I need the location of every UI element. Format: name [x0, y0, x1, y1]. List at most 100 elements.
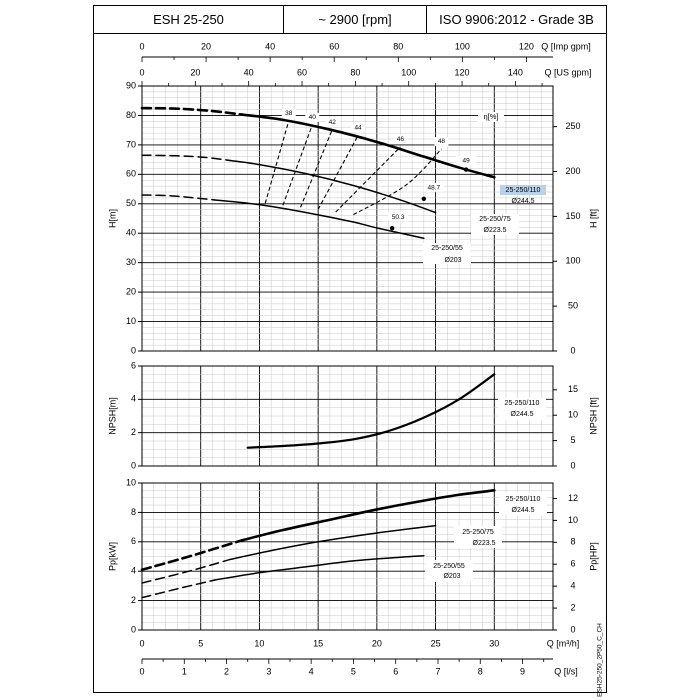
qls-tick-label: 7 [435, 666, 440, 676]
power-left-tick-label: 10 [126, 477, 136, 487]
efficiency-curve-46 [335, 146, 401, 213]
qm3h-tick-label: 30 [489, 638, 499, 648]
npsh-series-line-0 [246, 373, 496, 449]
efficiency-label-40: 40 [309, 114, 317, 121]
efficiency-label-38: 38 [285, 110, 293, 117]
efficiency-label-46: 46 [397, 136, 405, 143]
head-right-tick-label: 50 [568, 301, 578, 311]
npsh-curve-diameter: Ø244.5 [511, 411, 534, 418]
power-curve-diameter-1: Ø223.5 [473, 540, 496, 547]
power-series-line-1 [229, 524, 437, 561]
standard-label: ISO 9906:2012 - Grade 3B [427, 6, 606, 34]
imp-gpm-tick-label: 20 [201, 41, 211, 51]
npsh-left-tick-label: 4 [131, 394, 136, 404]
efficiency-label-bg [325, 117, 340, 127]
efficiency-label-48: 48 [438, 138, 446, 145]
power-left-tick-label: 2 [131, 595, 136, 605]
curve-label-bg [423, 243, 471, 264]
npsh-label-bg [498, 398, 546, 420]
best-efficiency-point [421, 196, 427, 201]
head-left-tick-label: 70 [126, 139, 136, 149]
power-right-tick-label: 12 [568, 493, 578, 503]
power-curve-name-0: 25-250/110 [506, 496, 541, 503]
efficiency-label-bg [351, 123, 366, 133]
speed-label: ~ 2900 [rpm] [284, 6, 427, 34]
head-right-tick-label: 200 [565, 166, 580, 176]
curve-label-bg [471, 214, 519, 235]
efficiency-unit-label: η[%] [483, 112, 498, 121]
efficiency-curve-40 [282, 124, 313, 206]
head-left-tick-label: 60 [126, 169, 136, 179]
imp-gpm-tick-label: 40 [265, 41, 275, 51]
chart-frame: ESH 25-250 ~ 2900 [rpm] ISO 9906:2012 - … [93, 5, 607, 693]
npsh-right-tick-label: 0 [570, 460, 575, 470]
efficiency-label-44: 44 [354, 125, 362, 132]
us-gpm-tick-label: 120 [455, 67, 470, 77]
power-series-line-2 [214, 555, 425, 581]
npsh-left-tick-label: 0 [131, 460, 136, 470]
qls-tick-label: 5 [351, 666, 356, 676]
power-left-tick-label: 4 [131, 566, 136, 576]
bep-label-48.7: 48.7 [428, 184, 441, 191]
head-curve-name-0: 25-250/110 [506, 187, 541, 194]
power-right-tick-label: 8 [570, 537, 575, 547]
efficiency-curve-42 [300, 129, 333, 208]
us-gpm-tick-label: 60 [297, 67, 307, 77]
head-curve-name-1: 25-250/75 [479, 216, 511, 223]
qls-axis-label: Q [l/s] [554, 666, 578, 676]
npsh-plot-border [141, 365, 554, 467]
efficiency-curve-44 [317, 135, 359, 210]
power-right-tick-label: 10 [568, 515, 578, 525]
power-left-axis-label: Pp[kW] [107, 542, 117, 571]
qm3h-tick-label: 20 [372, 638, 382, 648]
head-curve-diameter-0: Ø244.5 [512, 198, 535, 205]
head-right-tick-label: 250 [565, 121, 580, 131]
power-label-bg [499, 493, 547, 515]
npsh-left-tick-label: 6 [131, 360, 136, 370]
head-series-dashed-2 [141, 194, 216, 201]
power-left-tick-label: 6 [131, 536, 136, 546]
power-right-axis-label: Pp[HP] [588, 542, 598, 571]
head-series-line-0 [240, 113, 496, 179]
power-right-tick-label: 0 [570, 624, 575, 634]
us-gpm-tick-label: 100 [401, 67, 416, 77]
head-right-tick-label: 150 [565, 211, 580, 221]
power-series-line-0 [240, 489, 496, 542]
bep-label-50.3: 50.3 [392, 214, 405, 221]
power-series-dashed-2 [141, 579, 216, 599]
head-series-line-1 [229, 159, 437, 214]
head-curve-name-2: 25-250/55 [431, 245, 463, 252]
head-left-axis-label: H[m] [107, 209, 117, 228]
head-left-tick-label: 40 [126, 228, 136, 238]
head-left-tick-label: 80 [126, 110, 136, 120]
efficiency-label-bg [393, 134, 408, 144]
qm3h-axis-label: Q [m³/h] [547, 638, 580, 648]
us-gpm-axis-label: Q [US gpm] [544, 67, 591, 77]
head-right-tick-label: 0 [570, 345, 575, 355]
qm3h-tick-label: 15 [313, 638, 323, 648]
bep-label-bg [388, 212, 409, 222]
qm3h-tick-label: 0 [139, 638, 144, 648]
power-plot-border [141, 482, 554, 631]
power-series-dashed-1 [141, 558, 231, 584]
efficiency-label-42: 42 [329, 119, 337, 126]
head-right-axis-label: H [ft] [588, 209, 598, 228]
highlight-box [500, 185, 546, 195]
imp-gpm-tick-label: 80 [393, 41, 403, 51]
qls-tick-label: 2 [224, 666, 229, 676]
power-right-tick-label: 2 [570, 602, 575, 612]
head-series-dashed-1 [141, 154, 231, 162]
power-left-tick-label: 0 [131, 624, 136, 634]
head-curve-diameter-2: Ø203 [444, 257, 461, 264]
npsh-left-axis-label: NPSH[m] [107, 397, 117, 435]
power-curve-diameter-2: Ø203 [443, 573, 460, 580]
efficiency-curve-48 [353, 148, 442, 216]
power-curve-name-2: 25-250/55 [433, 563, 465, 570]
head-series-line-2 [214, 199, 425, 239]
qls-tick-label: 6 [393, 666, 398, 676]
head-left-tick-label: 90 [126, 80, 136, 90]
qls-tick-label: 8 [478, 666, 483, 676]
npsh-right-axis-label: NPSH [ft] [588, 397, 598, 435]
imp-gpm-tick-label: 120 [519, 41, 534, 51]
